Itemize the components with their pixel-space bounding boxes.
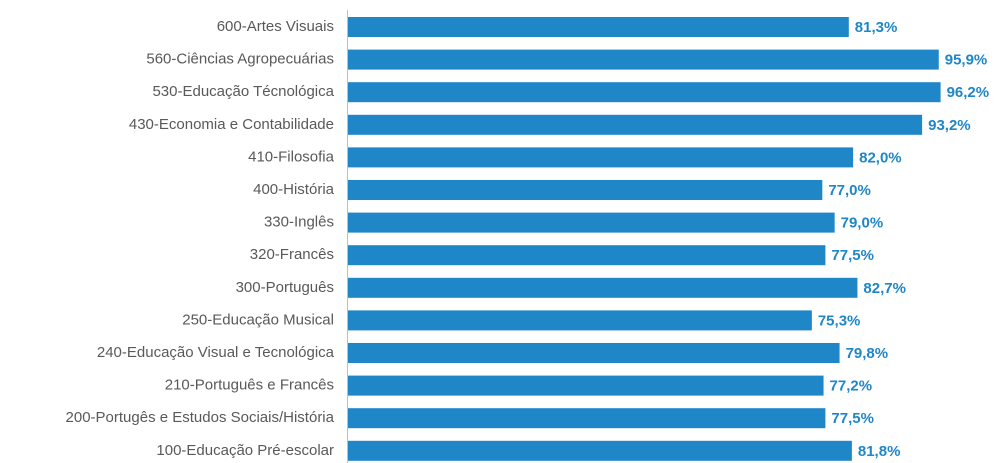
value-label: 82,0% — [859, 149, 902, 166]
bar — [348, 49, 939, 70]
bar — [348, 147, 854, 168]
category-label: 560-Ciências Agropecuárias — [146, 51, 334, 68]
bar — [348, 245, 826, 266]
value-label: 96,2% — [947, 84, 990, 101]
bar — [348, 277, 858, 298]
category-label: 100-Educação Pré-escolar — [156, 442, 334, 459]
category-label: 600-Artes Visuais — [217, 18, 334, 35]
bar — [348, 343, 840, 363]
bar — [348, 375, 824, 396]
value-label: 82,7% — [863, 280, 906, 297]
category-label: 530-Educação Técnológica — [152, 83, 334, 100]
bar — [348, 310, 812, 331]
bar — [348, 408, 826, 429]
bar — [348, 180, 823, 200]
value-label: 77,5% — [831, 247, 874, 264]
value-label: 77,0% — [828, 182, 871, 199]
bar — [348, 440, 852, 461]
category-label: 430-Economia e Contabilidade — [129, 116, 334, 133]
value-label: 79,0% — [841, 215, 884, 232]
category-label: 250-Educação Musical — [182, 311, 334, 328]
category-label: 320-Francês — [250, 246, 334, 263]
category-label: 330-Inglês — [264, 214, 334, 231]
category-label: 400-História — [253, 181, 335, 198]
bar — [348, 114, 923, 135]
bar — [348, 212, 835, 233]
value-label: 81,8% — [858, 443, 901, 460]
value-label: 75,3% — [818, 312, 861, 329]
value-label: 77,5% — [831, 410, 874, 427]
value-label: 79,8% — [846, 345, 889, 362]
category-label: 300-Português — [236, 279, 334, 296]
category-label: 200-Portugês e Estudos Sociais/História — [66, 409, 335, 426]
value-label: 95,9% — [945, 52, 988, 69]
category-label: 210-Português e Francês — [165, 377, 334, 394]
category-label: 410-Filosofia — [248, 148, 335, 165]
bar — [348, 17, 849, 37]
value-label: 81,3% — [855, 19, 898, 36]
value-label: 93,2% — [928, 117, 971, 134]
bar — [348, 82, 941, 103]
category-label: 240-Educação Visual e Tecnológica — [97, 344, 335, 361]
value-label: 77,2% — [830, 378, 873, 395]
